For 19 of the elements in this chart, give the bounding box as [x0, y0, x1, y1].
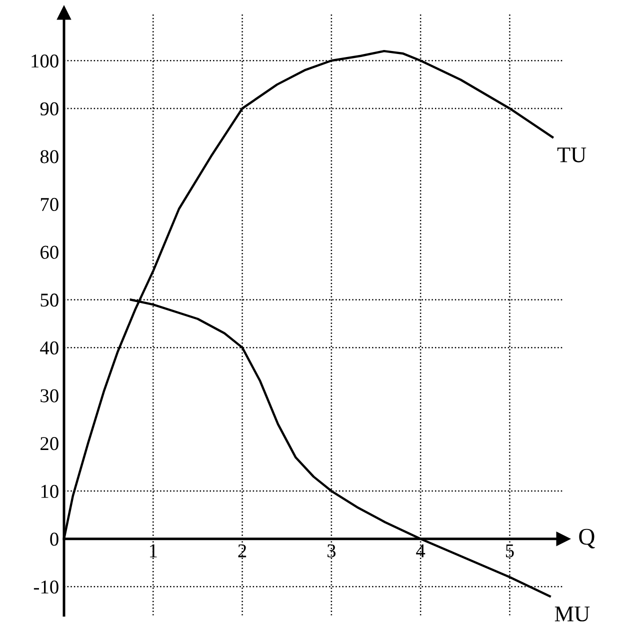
x-tick-label: 2	[238, 544, 246, 558]
y-tick-label: 20	[40, 437, 58, 450]
y-tick-label: 100	[32, 54, 58, 68]
y-tick-label: 10	[41, 484, 58, 498]
y-tick-label: 60	[40, 246, 58, 259]
y-tick-label: 90	[40, 102, 58, 116]
y-tick-label: 0	[50, 532, 58, 546]
y-tick-label: -10	[34, 580, 58, 594]
y-tick-label: 40	[40, 341, 58, 354]
x-tick-label: 5	[506, 544, 514, 558]
y-tick-label: 30	[40, 389, 58, 402]
x-axis-title: Q	[579, 528, 595, 548]
y-tick-label: 80	[40, 150, 58, 164]
x-tick-label: 4	[416, 544, 426, 558]
y-tick-label: 70	[40, 198, 58, 212]
series-label: TU	[557, 148, 586, 162]
series-label: MU	[554, 606, 590, 622]
y-tick-label: 50	[40, 294, 58, 307]
x-tick-label: 3	[327, 544, 336, 558]
